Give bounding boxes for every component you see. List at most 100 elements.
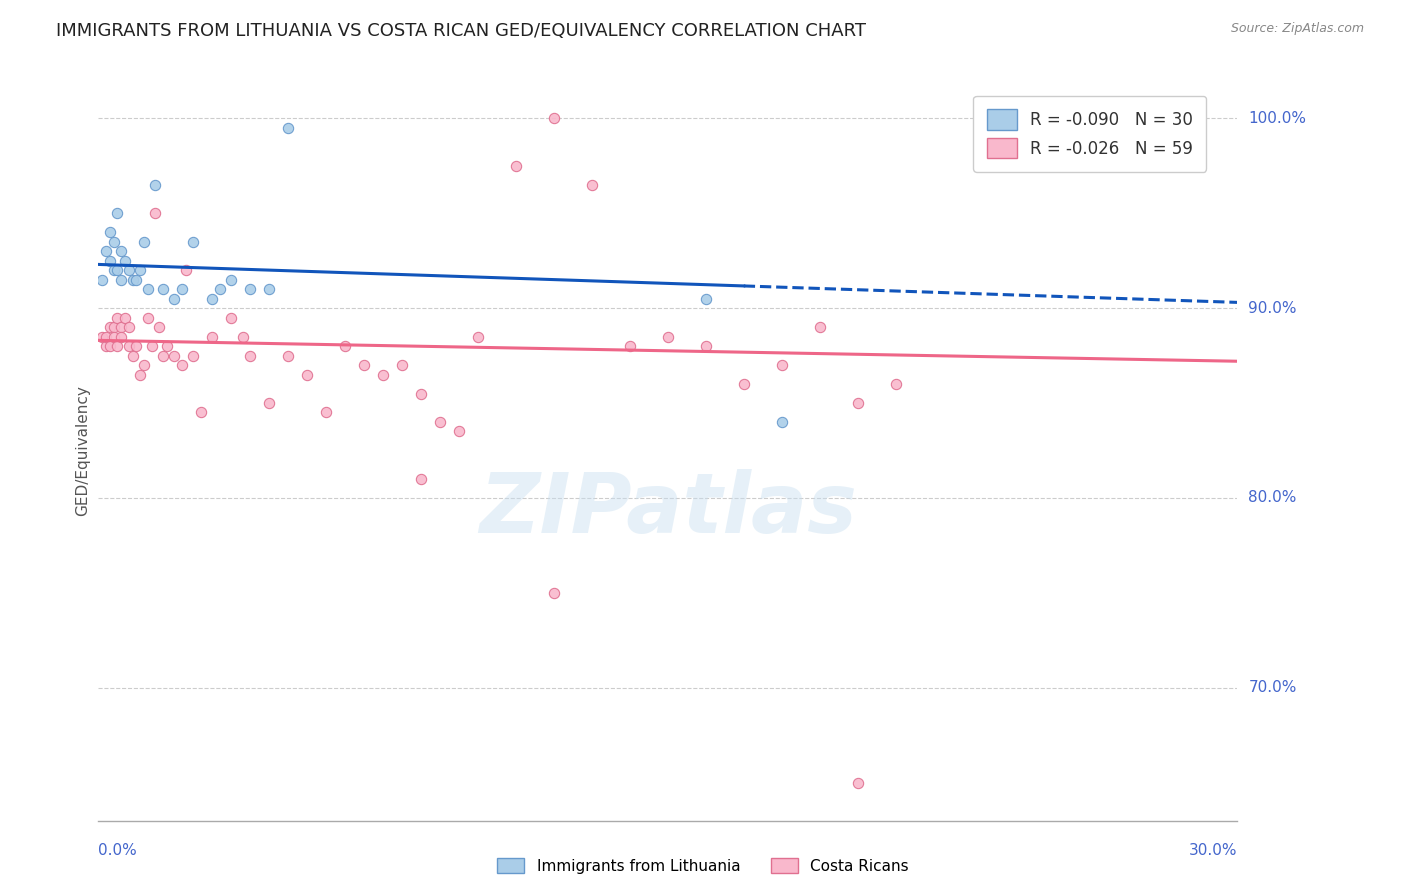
Point: [98, 253, 121, 268]
Text: Source: ZipAtlas.com: Source: ZipAtlas.com: [1230, 22, 1364, 36]
Point: [110, 272, 132, 286]
Point: [695, 292, 717, 306]
Text: 0.0%: 0.0%: [98, 844, 138, 858]
Point: [132, 235, 155, 249]
Point: [91, 329, 114, 343]
Point: [110, 320, 132, 334]
Point: [118, 320, 141, 334]
Point: [163, 292, 186, 306]
Point: [353, 358, 375, 372]
Point: [103, 235, 125, 249]
Point: [129, 263, 152, 277]
Point: [232, 329, 254, 343]
Point: [121, 349, 143, 363]
Point: [770, 358, 793, 372]
Point: [543, 112, 565, 126]
Point: [103, 320, 125, 334]
Point: [107, 206, 129, 220]
Point: [884, 377, 907, 392]
Point: [91, 272, 114, 286]
Point: [110, 244, 132, 259]
Point: [183, 349, 205, 363]
Point: [277, 120, 299, 135]
Point: [259, 396, 281, 410]
Point: [315, 405, 337, 419]
Point: [125, 339, 148, 353]
Point: [118, 339, 141, 353]
Point: [259, 282, 281, 296]
Point: [170, 358, 193, 372]
Point: [391, 358, 413, 372]
Point: [429, 415, 451, 429]
Point: [94, 244, 117, 259]
Point: [239, 282, 262, 296]
Point: [505, 159, 527, 173]
Point: [156, 339, 179, 353]
Point: [94, 339, 117, 353]
Point: [335, 339, 357, 353]
Point: [98, 225, 121, 239]
Point: [98, 339, 121, 353]
Point: [581, 178, 603, 192]
Point: [136, 282, 159, 296]
Point: [132, 358, 155, 372]
Point: [411, 386, 433, 401]
Point: [121, 272, 143, 286]
Point: [808, 320, 831, 334]
Point: [103, 263, 125, 277]
Point: [129, 368, 152, 382]
Text: 30.0%: 30.0%: [1189, 844, 1237, 858]
Text: 90.0%: 90.0%: [1249, 301, 1296, 316]
Point: [94, 329, 117, 343]
Point: [141, 339, 163, 353]
Point: [163, 349, 186, 363]
Point: [208, 282, 231, 296]
Point: [467, 329, 489, 343]
Legend: R = -0.090   N = 30, R = -0.026   N = 59: R = -0.090 N = 30, R = -0.026 N = 59: [973, 96, 1206, 171]
Point: [145, 178, 167, 192]
Point: [733, 377, 755, 392]
Point: [297, 368, 319, 382]
Point: [657, 329, 679, 343]
Point: [152, 282, 174, 296]
Point: [201, 292, 224, 306]
Point: [201, 329, 224, 343]
Point: [221, 272, 243, 286]
Point: [114, 310, 136, 325]
Point: [103, 329, 125, 343]
Point: [619, 339, 641, 353]
Point: [107, 263, 129, 277]
Point: [183, 235, 205, 249]
Text: 100.0%: 100.0%: [1249, 111, 1306, 126]
Point: [277, 349, 299, 363]
Point: [371, 368, 394, 382]
Point: [543, 586, 565, 600]
Point: [846, 396, 869, 410]
Legend: Immigrants from Lithuania, Costa Ricans: Immigrants from Lithuania, Costa Ricans: [491, 852, 915, 880]
Point: [239, 349, 262, 363]
Text: IMMIGRANTS FROM LITHUANIA VS COSTA RICAN GED/EQUIVALENCY CORRELATION CHART: IMMIGRANTS FROM LITHUANIA VS COSTA RICAN…: [56, 22, 866, 40]
Y-axis label: GED/Equivalency: GED/Equivalency: [75, 385, 90, 516]
Text: 80.0%: 80.0%: [1249, 491, 1296, 506]
Point: [846, 775, 869, 789]
Point: [125, 272, 148, 286]
Point: [152, 349, 174, 363]
Point: [411, 472, 433, 486]
Point: [107, 310, 129, 325]
Point: [145, 206, 167, 220]
Point: [114, 253, 136, 268]
Point: [118, 263, 141, 277]
Point: [770, 415, 793, 429]
Point: [174, 263, 197, 277]
Text: ZIPatlas: ZIPatlas: [479, 469, 856, 550]
Point: [449, 425, 471, 439]
Point: [98, 320, 121, 334]
Point: [170, 282, 193, 296]
Point: [695, 339, 717, 353]
Point: [107, 339, 129, 353]
Text: 70.0%: 70.0%: [1249, 681, 1296, 695]
Point: [190, 405, 212, 419]
Point: [148, 320, 170, 334]
Point: [110, 329, 132, 343]
Point: [136, 310, 159, 325]
